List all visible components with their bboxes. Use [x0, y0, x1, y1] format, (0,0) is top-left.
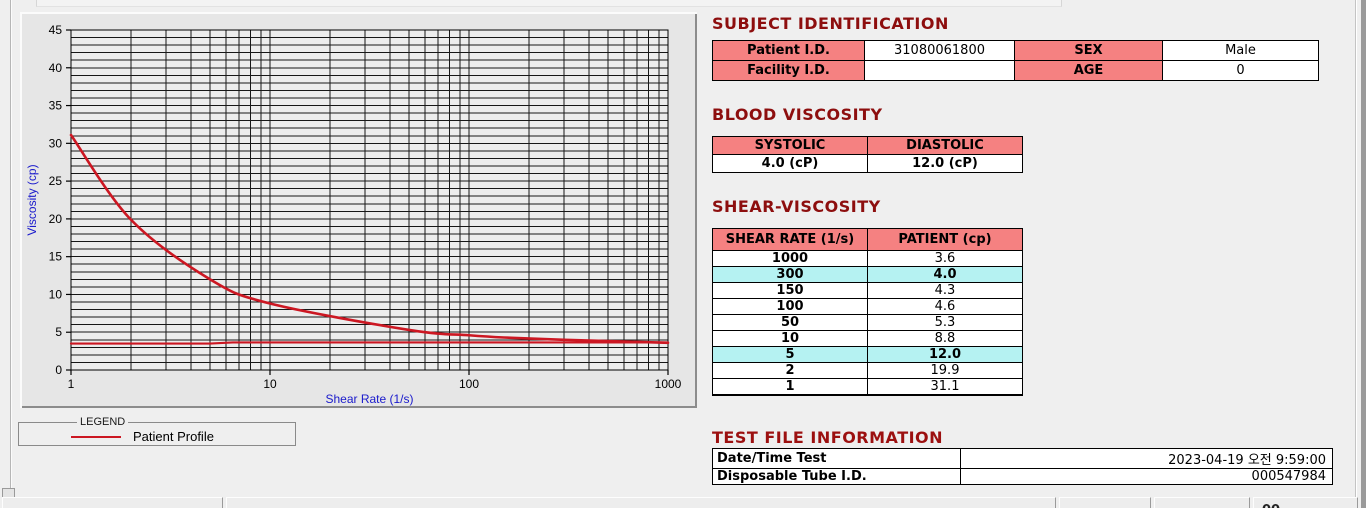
shear-rate-header: SHEAR RATE (1/s) [712, 228, 868, 251]
diastolic-header: DIASTOLIC [867, 136, 1023, 155]
svg-text:100: 100 [459, 377, 479, 391]
viscosity-chart: 0 5 10 15 20 25 30 35 40 45 1 10 100 1000 Shear Rate (… [25, 23, 682, 406]
bottom-bar-button[interactable] [1154, 497, 1250, 508]
sex-label: SEX [1014, 40, 1163, 61]
table-row: Date/Time Test 2023-04-19 오전 9:59:00 [712, 448, 1333, 469]
shear-rate-cell: 2 [712, 362, 868, 379]
test-file-information-table: Date/Time Test 2023-04-19 오전 9:59:00 Dis… [712, 448, 1333, 485]
legend-line-swatch [71, 435, 121, 438]
patient-cp-cell: 5.3 [867, 314, 1023, 331]
svg-text:20: 20 [49, 212, 63, 226]
patient-cp-cell: 3.6 [867, 250, 1023, 267]
patient-cp-cell: 4.0 [867, 266, 1023, 283]
shear-row: 50 5.3 [712, 314, 1023, 331]
patient-cp-cell: 8.8 [867, 330, 1023, 347]
svg-text:30: 30 [49, 136, 63, 150]
shear-row: 100 4.6 [712, 298, 1023, 315]
test-file-information-title: TEST FILE INFORMATION [712, 428, 944, 447]
shear-viscosity-title: SHEAR-VISCOSITY [712, 197, 881, 216]
table-row: Facility I.D. AGE 0 [712, 60, 1319, 81]
chart-legend: LEGEND Patient Profile [18, 416, 296, 446]
patient-cp-cell: 19.9 [867, 362, 1023, 379]
bottom-bar-button[interactable] [1059, 497, 1151, 508]
shear-row: 1000 3.6 [712, 250, 1023, 267]
shear-rate-cell: 50 [712, 314, 868, 331]
svg-text:0: 0 [55, 363, 62, 377]
shear-rate-cell: 100 [712, 298, 868, 315]
facility-id-value [864, 60, 1015, 81]
svg-text:1: 1 [68, 377, 75, 391]
bottom-bar-partial-text: 00 [1262, 503, 1280, 508]
bottom-bar-button[interactable]: 00 [1253, 497, 1358, 508]
diastolic-value: 12.0 (cP) [867, 154, 1023, 173]
table-row: Patient I.D. 31080061800 SEX Male [712, 40, 1319, 61]
table-row: SYSTOLIC DIASTOLIC [712, 136, 1023, 155]
top-panel-fragment [36, 0, 1062, 7]
svg-text:15: 15 [49, 250, 63, 264]
svg-text:Shear Rate (1/s): Shear Rate (1/s) [325, 392, 413, 406]
table-row: 4.0 (cP) 12.0 (cP) [712, 154, 1023, 173]
svg-text:5: 5 [55, 325, 62, 339]
systolic-value: 4.0 (cP) [712, 154, 868, 173]
patient-cp-cell: 4.3 [867, 282, 1023, 299]
age-label: AGE [1014, 60, 1163, 81]
shear-row: 10 8.8 [712, 330, 1023, 347]
svg-text:10: 10 [49, 287, 63, 301]
left-panel-divider-highlight [11, 0, 12, 508]
svg-text:45: 45 [49, 23, 63, 37]
patient-cp-header: PATIENT (cp) [867, 228, 1023, 251]
sex-value: Male [1162, 40, 1319, 61]
legend-item-patient-profile: Patient Profile [71, 429, 295, 444]
bottom-bar-button[interactable] [2, 497, 223, 508]
shear-row: 5 12.0 [712, 346, 1023, 363]
table-header-row: SHEAR RATE (1/s) PATIENT (cp) [712, 228, 1023, 251]
facility-id-label: Facility I.D. [712, 60, 865, 81]
right-panel-divider [1355, 0, 1356, 508]
subject-identification-title: SUBJECT IDENTIFICATION [712, 14, 949, 33]
shear-rate-cell: 1000 [712, 250, 868, 267]
shear-row: 300 4.0 [712, 266, 1023, 283]
legend-item-label: Patient Profile [133, 429, 214, 444]
bottom-bar-button[interactable] [226, 497, 1056, 508]
svg-text:25: 25 [49, 174, 63, 188]
patient-cp-cell: 31.1 [867, 378, 1023, 396]
date-time-test-label: Date/Time Test [712, 448, 961, 469]
legend-title: LEGEND [80, 416, 126, 428]
blood-viscosity-table: SYSTOLIC DIASTOLIC 4.0 (cP) 12.0 (cP) [712, 136, 1023, 173]
date-time-test-value: 2023-04-19 오전 9:59:00 [960, 448, 1333, 469]
disposable-tube-id-value: 000547984 [960, 468, 1333, 485]
disposable-tube-id-label: Disposable Tube I.D. [712, 468, 961, 485]
shear-rate-cell: 5 [712, 346, 868, 363]
viscosity-chart-panel: 0 5 10 15 20 25 30 35 40 45 1 10 100 1000 Shear Rate (… [20, 12, 697, 408]
shear-row: 150 4.3 [712, 282, 1023, 299]
patient-cp-cell: 12.0 [867, 346, 1023, 363]
shear-rate-cell: 150 [712, 282, 868, 299]
right-panel-divider-highlight [1356, 0, 1357, 508]
svg-text:Viscosity (cp): Viscosity (cp) [25, 164, 39, 235]
window-right-edge [1361, 0, 1366, 508]
svg-text:1000: 1000 [655, 377, 682, 391]
shear-rate-cell: 300 [712, 266, 868, 283]
shear-row: 2 19.9 [712, 362, 1023, 379]
age-value: 0 [1162, 60, 1319, 81]
blood-viscosity-title: BLOOD VISCOSITY [712, 105, 883, 124]
patient-id-value: 31080061800 [864, 40, 1015, 61]
shear-rate-cell: 10 [712, 330, 868, 347]
subject-identification-table: Patient I.D. 31080061800 SEX Male Facili… [712, 40, 1319, 81]
patient-id-label: Patient I.D. [712, 40, 865, 61]
shear-viscosity-table: SHEAR RATE (1/s) PATIENT (cp) 1000 3.6 3… [712, 228, 1023, 396]
left-panel-divider [10, 0, 11, 508]
patient-cp-cell: 4.6 [867, 298, 1023, 315]
table-row: Disposable Tube I.D. 000547984 [712, 468, 1333, 485]
svg-text:40: 40 [49, 61, 63, 75]
svg-text:35: 35 [49, 99, 63, 113]
shear-row: 1 31.1 [712, 378, 1023, 396]
svg-text:10: 10 [263, 377, 277, 391]
systolic-header: SYSTOLIC [712, 136, 868, 155]
shear-rate-cell: 1 [712, 378, 868, 396]
